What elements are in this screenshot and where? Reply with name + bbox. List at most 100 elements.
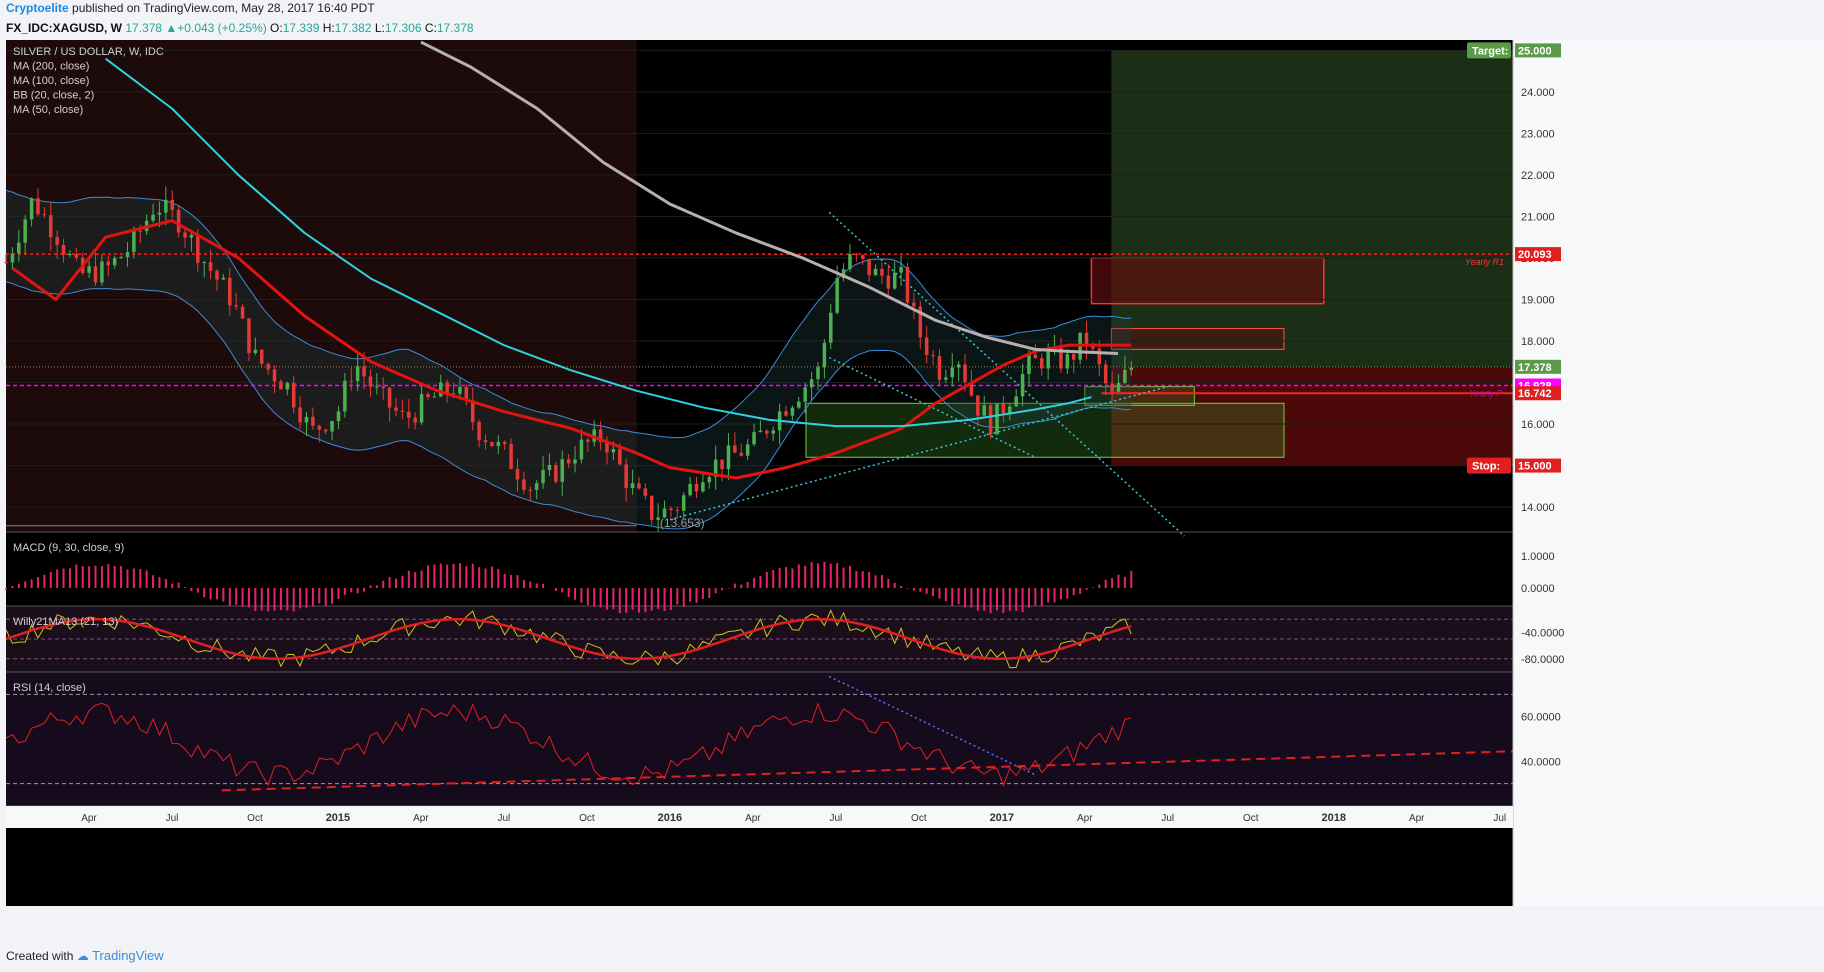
candle-body	[1020, 373, 1025, 397]
candle-body	[10, 253, 15, 263]
candle-body	[924, 337, 929, 355]
resistance-box-small	[1110, 328, 1285, 350]
price-tick-label: 21.000	[1521, 211, 1555, 223]
candle-body	[1071, 354, 1076, 360]
symbol-label: FX_IDC:XAGUSD, W	[6, 21, 123, 35]
low-value: 17.306	[384, 21, 422, 35]
willy-ma-line	[5, 617, 1132, 661]
price-label-value: 17.378	[1518, 362, 1552, 374]
candle-body	[470, 400, 475, 423]
price-label-value: 25.000	[1518, 45, 1552, 57]
price-tick-label: 16.000	[1521, 419, 1555, 431]
candle-body	[1046, 351, 1050, 369]
candle-body	[541, 469, 545, 484]
candle-body	[106, 261, 111, 266]
candle-body	[618, 449, 622, 465]
candle-body	[1033, 354, 1038, 359]
candle-body	[912, 302, 916, 307]
candle-body	[624, 464, 628, 489]
candle-body	[752, 432, 756, 445]
candle-body	[74, 254, 79, 258]
time-tick-label: Oct	[1243, 813, 1259, 824]
yearly-p-label: Yearly P	[1469, 389, 1503, 399]
candle-body	[854, 254, 859, 256]
price-tick-label: 23.000	[1521, 128, 1555, 140]
time-tick-label: Jul	[1161, 813, 1174, 824]
candle-body	[733, 445, 737, 453]
candle-body	[208, 262, 213, 271]
candle-body	[234, 305, 238, 307]
candle-body	[400, 410, 405, 412]
candle-body	[816, 367, 820, 380]
candle-body	[573, 459, 577, 464]
candle-body	[829, 312, 833, 343]
price-label-value: 16.742	[1518, 388, 1552, 400]
candle-body	[87, 266, 91, 273]
candle-body	[643, 488, 648, 496]
candle-body	[662, 508, 667, 518]
candle-body	[253, 349, 258, 354]
candle-body	[445, 382, 449, 394]
candle-body	[937, 355, 942, 380]
candle-body	[886, 275, 891, 289]
candle-body	[1059, 347, 1063, 369]
candle-body	[669, 508, 673, 511]
candle-body	[905, 266, 910, 303]
candle-body	[93, 266, 98, 283]
price-label-badge	[1515, 43, 1561, 58]
candle-body	[1097, 348, 1102, 365]
candle-body	[183, 232, 187, 238]
candle-body	[202, 262, 206, 264]
price-label-badge	[1515, 458, 1561, 473]
candle-body	[477, 422, 481, 441]
chart-canvas[interactable]: 25.00024.00023.00022.00021.00020.00019.0…	[0, 40, 1824, 940]
candle-body	[515, 468, 520, 480]
candle-body	[720, 459, 724, 470]
bollinger-fill	[6, 190, 1132, 529]
rsi-pane-background	[6, 672, 1513, 806]
overlay-labels: SILVER / US DOLLAR, W, IDC MA (200, close…	[13, 42, 1511, 694]
candle-body	[790, 407, 795, 416]
candle-body	[349, 380, 354, 382]
candle-body	[988, 405, 993, 435]
candle-body	[522, 479, 526, 490]
candle-body	[918, 306, 923, 338]
downtrend-line-lower	[828, 356, 1036, 458]
candle-body	[950, 367, 955, 378]
candle-body	[765, 430, 769, 434]
candle-body	[1027, 354, 1031, 374]
macd-label: MACD (9, 30, close, 9)	[13, 542, 124, 554]
time-tick-label: Apr	[413, 813, 429, 824]
macd-tick-label: 1.0000	[1521, 551, 1555, 563]
price-label-badge	[1515, 247, 1561, 262]
candle-body	[1014, 396, 1018, 407]
candle-body	[1110, 383, 1114, 392]
candle-body	[311, 416, 315, 426]
time-tick-label: Apr	[745, 813, 761, 824]
time-tick-label: 2016	[658, 812, 682, 824]
candle-body	[771, 430, 775, 434]
price-label-tag	[1467, 42, 1511, 59]
candle-body	[880, 268, 884, 276]
rsi-label: RSI (14, close)	[13, 682, 86, 694]
candle-body	[23, 219, 27, 243]
candle-body	[1091, 345, 1095, 349]
candle-body	[688, 483, 692, 496]
price-label-badge	[1515, 359, 1561, 374]
tradingview-brand[interactable]: TradingView	[92, 948, 164, 963]
legend-item: MA (100, close)	[13, 75, 89, 87]
price-change: +0.043 (+0.25%)	[177, 21, 267, 35]
author-link[interactable]: Cryptoelite	[6, 1, 69, 15]
price-tick-label: 19.000	[1521, 294, 1555, 306]
candle-body	[157, 212, 162, 215]
candle-body	[528, 489, 533, 491]
candle-body	[285, 382, 290, 390]
bollinger-upper-line	[5, 189, 1132, 439]
candle-body	[969, 382, 974, 396]
time-tick-label: Jul	[498, 813, 511, 824]
time-axis-background	[6, 806, 1513, 828]
candle-body	[362, 366, 366, 377]
candle-body	[100, 261, 104, 283]
time-tick-label: Oct	[247, 813, 263, 824]
macd-tick-label: 0.0000	[1521, 583, 1555, 595]
